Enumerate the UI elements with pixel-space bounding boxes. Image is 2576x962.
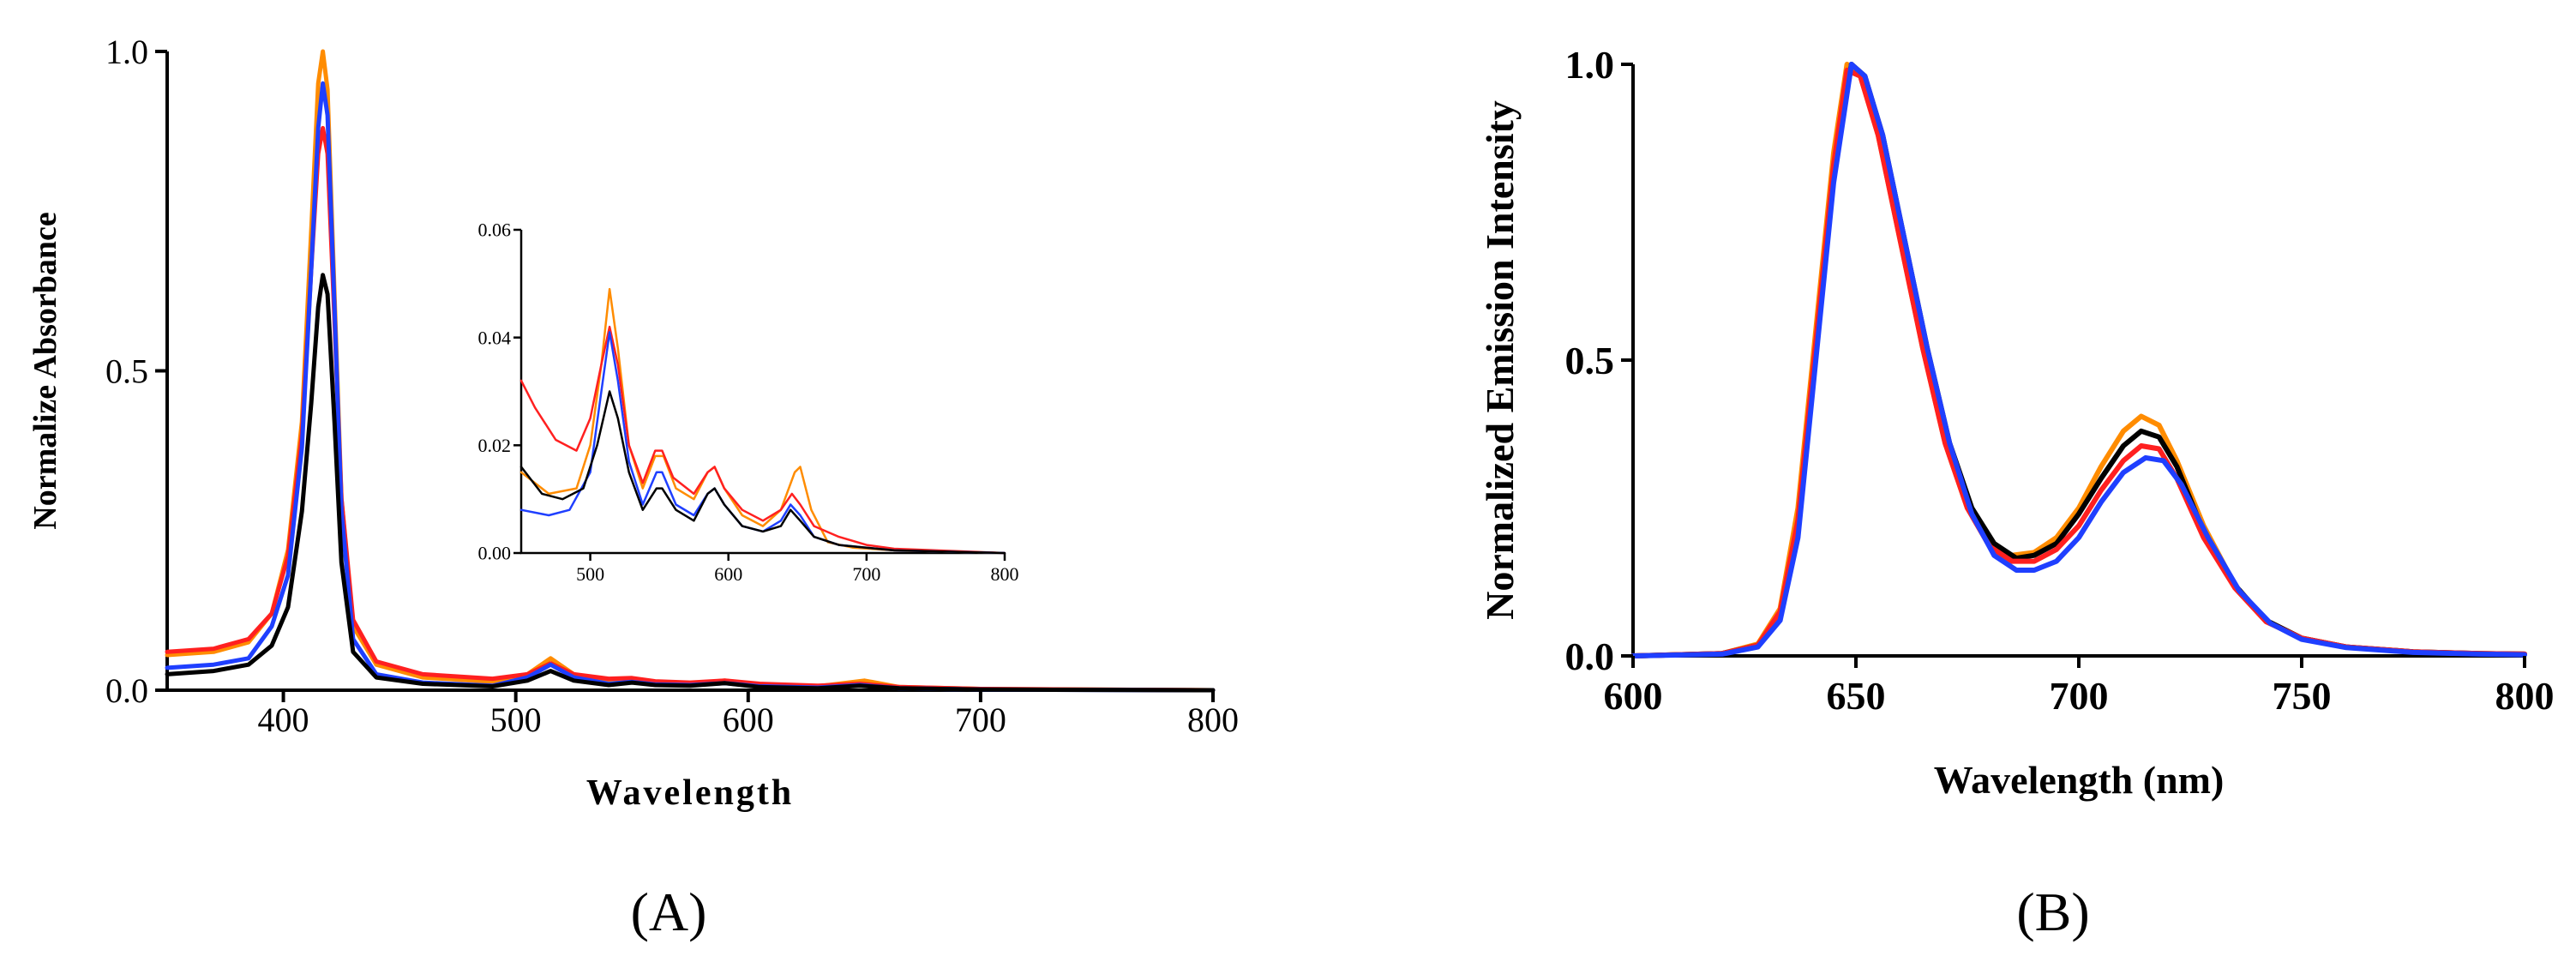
y-axis-label: Normalize Absorbance	[27, 212, 63, 529]
x-tick-label: 600	[1604, 674, 1663, 718]
y-tick-label: 0.5	[105, 352, 148, 391]
y-tick-label: 0.00	[478, 543, 512, 564]
y-tick-label: 0.04	[478, 327, 512, 348]
y-tick-label: 1.0	[105, 33, 148, 71]
x-tick-label: 800	[2495, 674, 2555, 718]
y-tick-label: 0.0	[1565, 634, 1615, 678]
series-line-3	[1630, 67, 2527, 658]
x-tick-label: 400	[258, 700, 309, 739]
x-tick-label: 700	[2050, 674, 2109, 718]
y-tick-label: 1.0	[1565, 43, 1615, 87]
x-tick-label: 800	[991, 563, 1019, 585]
series-line-2	[165, 125, 1216, 693]
series-line-3	[519, 331, 1006, 555]
x-tick-label: 600	[723, 700, 774, 739]
x-tick-label: 650	[1827, 674, 1886, 718]
series-line-1	[165, 49, 1216, 693]
panel-b-chart: 600 650 700 750 800 0.0 0.5 1.0 Wavelength (nm) N…	[1478, 43, 2555, 802]
y-tick-label: 0.5	[1565, 339, 1615, 382]
panel-a-chart: 400 500 600 700 800 0.0 0.5 1.0 Wavelength Normal…	[27, 33, 1239, 813]
panel-label-a: (A)	[631, 881, 707, 942]
x-tick-label: 600	[714, 563, 742, 585]
series-line-2	[519, 325, 1006, 555]
series-line-1	[1630, 62, 2527, 658]
series-line-1	[519, 287, 1006, 555]
series-line-4	[165, 273, 1216, 693]
x-tick-label: 750	[2273, 674, 2332, 718]
series-line-2	[1630, 62, 2527, 658]
x-tick-label: 500	[490, 700, 542, 739]
y-tick-label: 0.0	[105, 671, 148, 710]
series-line-4	[519, 390, 1006, 555]
axes-frame	[165, 51, 1213, 692]
axes-frame	[519, 230, 1005, 555]
x-tick-label: 700	[852, 563, 880, 585]
series-line-4	[1630, 62, 2527, 658]
panel-label-b: (B)	[2016, 881, 2089, 942]
x-tick-label: 800	[1187, 700, 1239, 739]
x-tick-label: 500	[576, 563, 604, 585]
x-axis-label: Wavelength (nm)	[1934, 758, 2225, 802]
y-tick-label: 0.02	[478, 435, 512, 456]
x-tick-label: 700	[955, 700, 1006, 739]
x-axis-label: Wavelength	[586, 773, 794, 813]
y-tick-label: 0.06	[478, 219, 512, 241]
series-line-3	[165, 81, 1216, 693]
y-axis-label: Normalized Emission Intensity	[1478, 100, 1522, 620]
panel-a-inset-chart: 500 600 700 800 0.00 0.02 0.04 0.06	[478, 219, 1019, 585]
axes-frame	[1631, 64, 2525, 658]
